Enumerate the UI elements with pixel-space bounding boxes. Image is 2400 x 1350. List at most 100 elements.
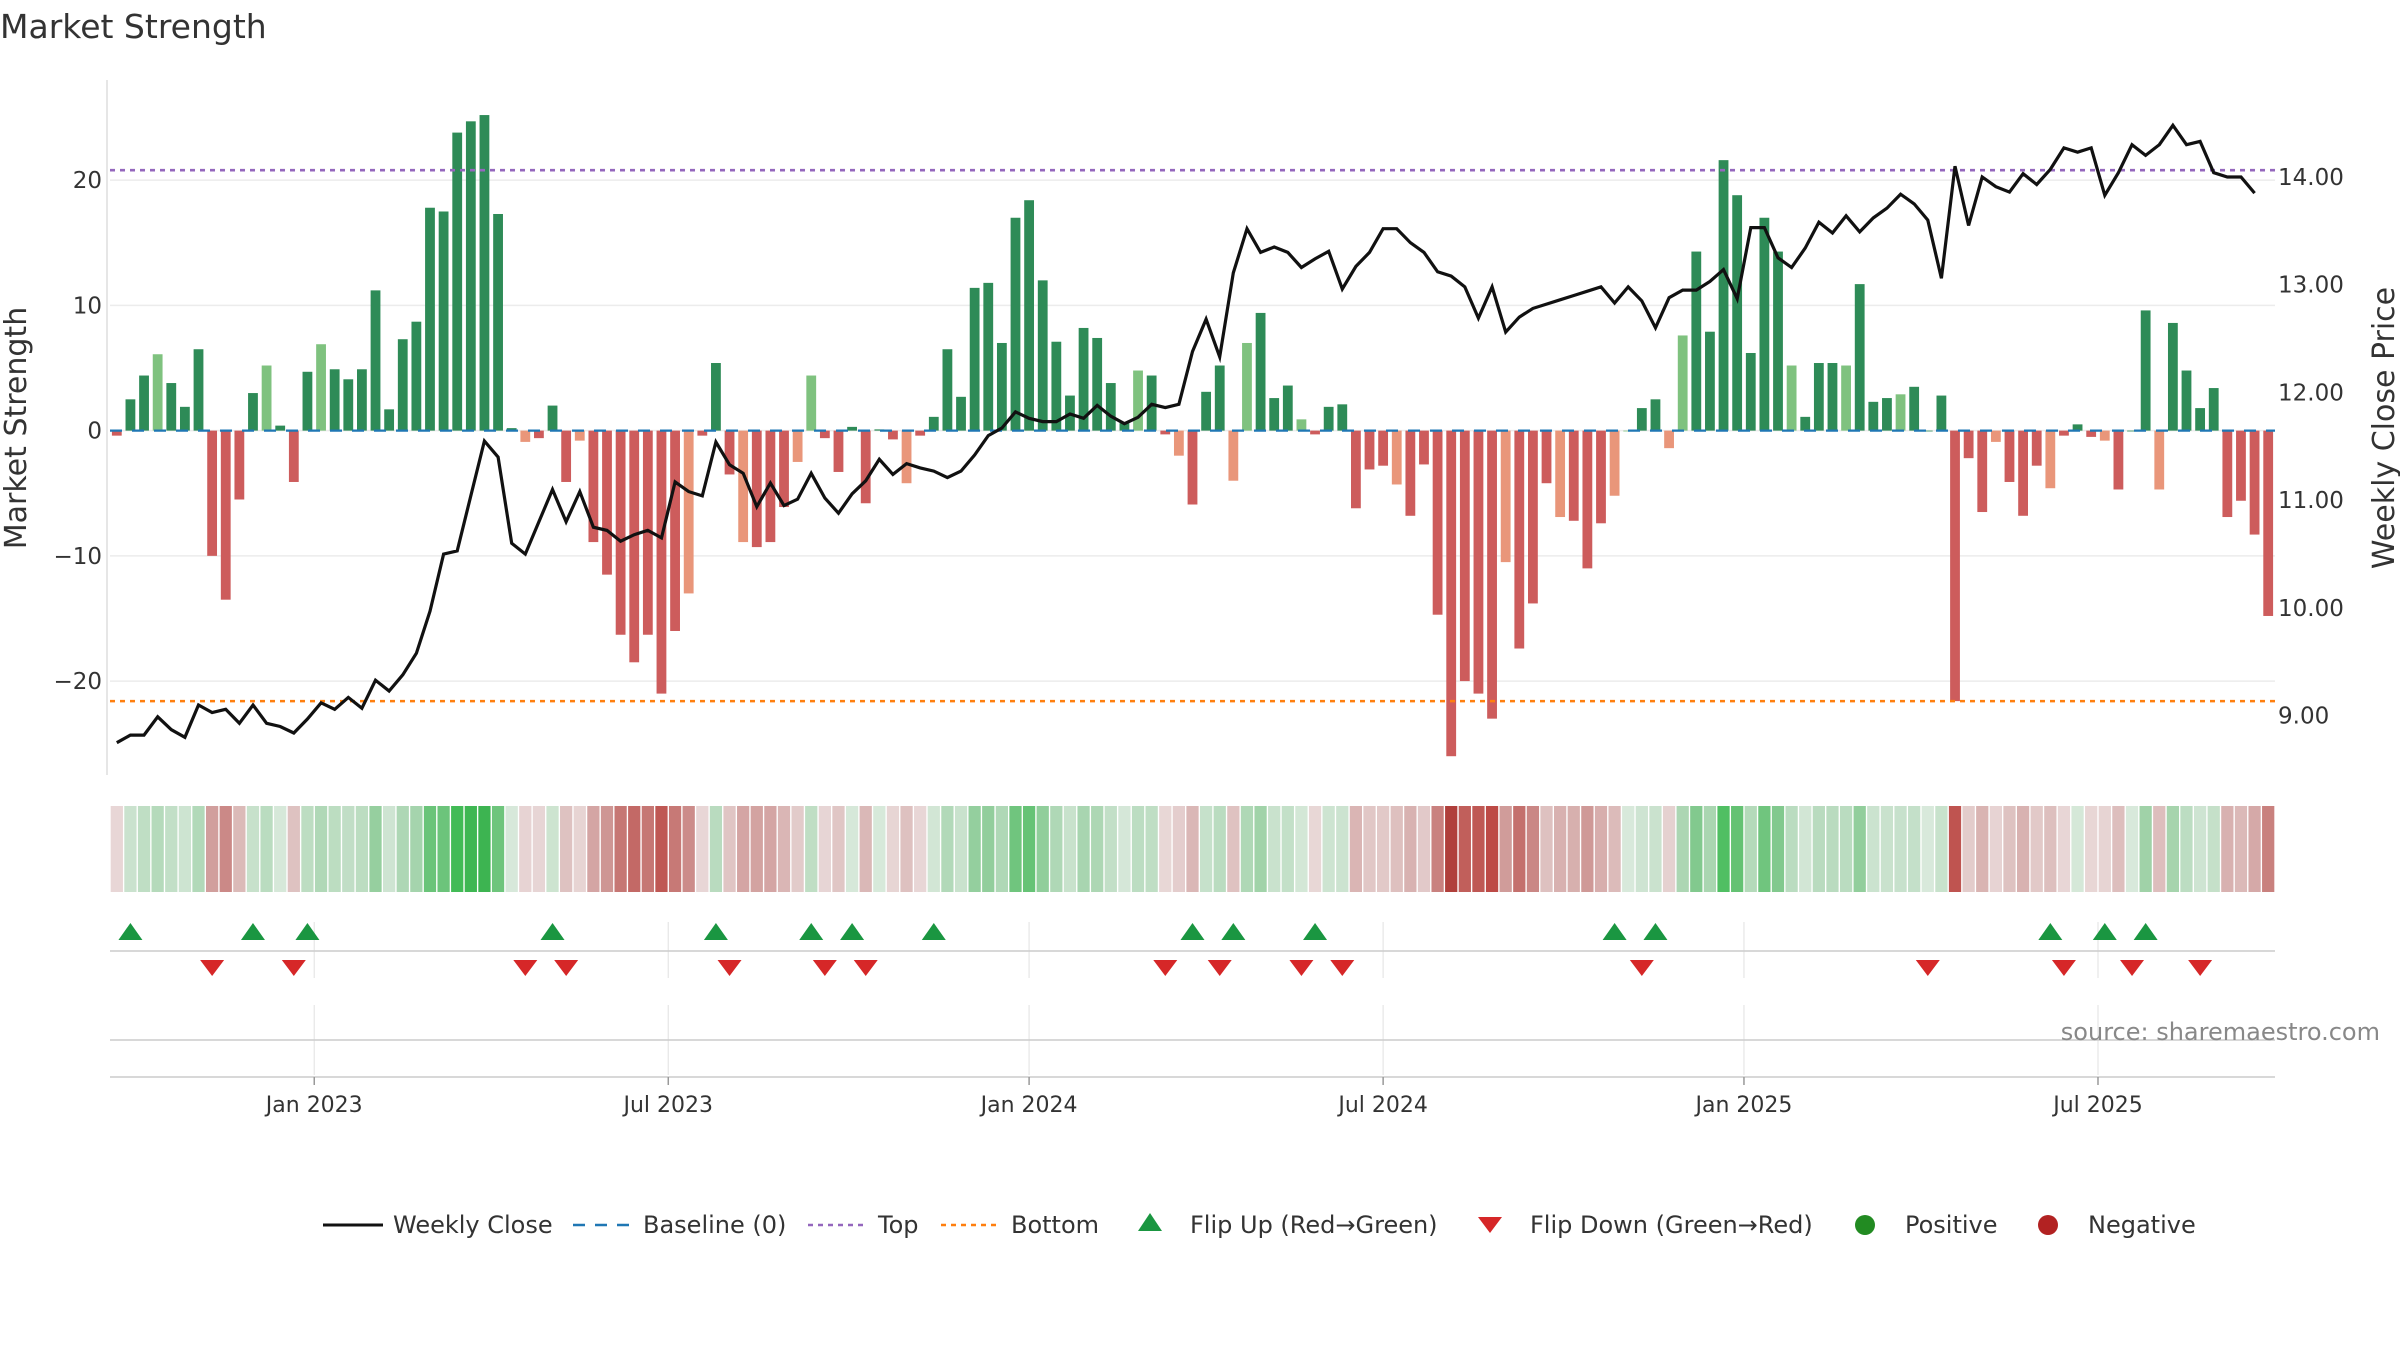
heat-cell [1839,806,1853,892]
heat-cell [1363,806,1376,892]
heat-cell [423,806,437,892]
heat-cell [1649,806,1662,892]
legend-label: Top [877,1211,919,1239]
heat-cell [1744,806,1757,892]
strength-bar [357,369,367,431]
legend-label: Bottom [1011,1211,1099,1239]
strength-bar [1350,430,1361,509]
heat-cell [2071,806,2084,892]
strength-bar [1718,160,1729,431]
heat-cell [560,806,573,892]
flip-up-marker [540,923,565,940]
strength-bar [996,342,1007,431]
strength-bar [1391,430,1402,485]
strength-bar [711,363,721,431]
flip-up-marker [118,923,143,940]
heat-cell [314,806,328,892]
strength-bar [969,287,980,431]
strength-bar [1596,430,1606,524]
heat-cell [682,806,695,892]
flip-down-marker [1330,960,1355,976]
heat-cell [1254,806,1267,892]
strength-bar [1854,284,1865,431]
strength-bar [2099,430,2110,441]
strength-bars [111,115,2274,757]
flip-up-marker [703,923,728,940]
strength-bar [2181,370,2192,431]
flip-up-marker [1643,923,1668,940]
strength-bar [1282,385,1293,431]
left-tick-label: 10 [73,293,102,319]
heat-cell [1608,806,1621,892]
flip-up-marker [2038,923,2063,940]
heat-cell [383,806,396,892]
heat-cell [1880,806,1894,892]
strength-bar [1841,365,1851,431]
strength-bar [806,375,817,431]
strength-bar [1078,327,1089,431]
strength-bar [234,430,245,500]
left-tick-label: 20 [73,168,102,194]
strength-bar [2195,408,2206,431]
strength-bar [152,354,163,431]
strength-bar [1691,251,1702,431]
strength-bar [2249,430,2260,535]
flip-down-marker [200,960,225,976]
strength-bar [1990,430,2001,442]
reference-lines [110,168,2275,703]
strength-bar [2154,430,2165,490]
strength-bar [1568,430,1579,521]
strength-bar [2045,430,2056,489]
strength-bar [302,371,313,431]
flip-down-marker [281,960,306,976]
y-axis-right-title: Weekly Close Price [2367,287,2400,569]
strength-bar [588,430,599,543]
heat-cell [1417,806,1431,892]
strength-bar [1922,430,1933,432]
heat-cell [777,806,791,892]
strength-heat-strip [110,806,2275,892]
heat-cell [1431,806,1444,892]
strength-bar [139,375,149,431]
heat-cell [1622,806,1635,892]
heat-cell [2030,806,2043,892]
heat-cell [2098,806,2111,892]
heat-cell [2044,806,2057,892]
heat-cell [1526,806,1540,892]
heat-cell [1118,806,1131,892]
strength-bar [2263,430,2274,616]
heat-cell [1131,806,1145,892]
heat-cell [464,806,477,892]
strength-bar [1732,195,1743,431]
heat-cell [1458,806,1471,892]
heat-cell [2057,806,2071,892]
heat-cell [532,806,546,892]
heat-cell [342,806,355,892]
strength-bar [2031,430,2042,466]
strength-bar [915,430,926,436]
strength-bar [2072,424,2083,431]
legend-flip-down-swatch [1478,1217,1502,1233]
heat-cell [1581,806,1594,892]
strength-bar [397,339,408,431]
strength-bar [656,430,667,694]
strength-bar [629,430,640,663]
strength-bar [1487,430,1497,719]
heat-cell [2193,806,2207,892]
strength-bar [2086,430,2097,437]
heat-cell [1159,806,1172,892]
flip-up-marker [1180,923,1205,940]
date-tick-label: Jul 2025 [2051,1093,2143,1118]
heat-cell [873,806,886,892]
strength-bar [275,425,286,431]
flip-up-marker [921,923,946,940]
strength-bar [370,290,381,431]
heat-cell [1594,806,1608,892]
heat-cell [2125,806,2139,892]
strength-bar [1105,383,1116,431]
strength-bar [683,430,694,594]
strength-bar [493,213,503,431]
heat-cell [410,806,423,892]
strength-bar [1609,430,1620,496]
heat-cell [914,806,927,892]
